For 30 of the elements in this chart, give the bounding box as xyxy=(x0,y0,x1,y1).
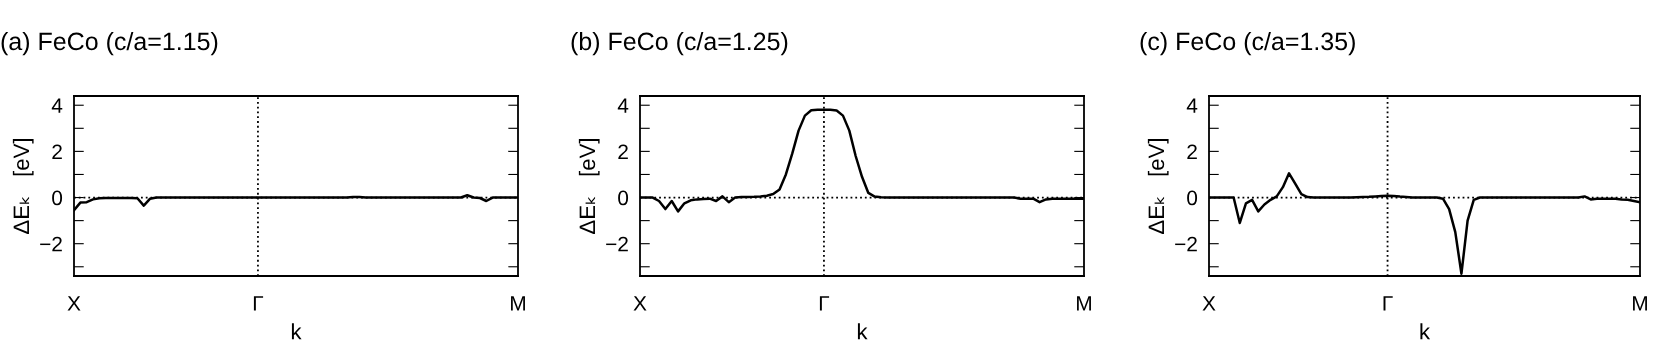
y-tick-label: 4 xyxy=(1186,98,1198,113)
chart-title: (c) FeCo (c/a=1.35) xyxy=(1140,31,1355,56)
y-tick-label: 2 xyxy=(618,144,628,159)
y-tick-label: 0 xyxy=(52,190,63,206)
chart-title: (a) FeCo (c/a=1.15) xyxy=(1,31,218,56)
x-tick-label: M xyxy=(1077,296,1091,311)
y-tick-label: 0 xyxy=(618,190,629,206)
y-tick-label: 4 xyxy=(51,98,63,113)
x-axis-title: k xyxy=(291,323,302,340)
x-tick-label: X xyxy=(633,296,647,311)
y-tick-label: −2 xyxy=(606,236,628,252)
y-tick-label: 0 xyxy=(1187,190,1198,206)
y-tick-label: −2 xyxy=(40,236,62,252)
y-axis-title: ΔEₖ [eV] xyxy=(578,138,600,234)
x-tick-label: M xyxy=(1633,296,1647,311)
x-axis-title: k xyxy=(1420,323,1431,340)
x-tick-label: Γ xyxy=(253,296,264,311)
y-axis-title: ΔEₖ [eV] xyxy=(1147,138,1169,234)
x-tick-label: X xyxy=(1202,296,1216,311)
y-tick-label: 2 xyxy=(1187,144,1197,159)
x-tick-label: M xyxy=(511,296,525,311)
y-axis-title: ΔEₖ [eV] xyxy=(12,138,34,234)
x-tick-label: X xyxy=(67,296,81,311)
x-axis-title: k xyxy=(857,323,868,340)
x-tick-label: Γ xyxy=(1383,296,1393,311)
y-tick-label: 2 xyxy=(52,144,62,159)
x-tick-label: Γ xyxy=(819,296,830,311)
chart-title: (b) FeCo (c/a=1.25) xyxy=(571,31,788,56)
y-tick-label: 4 xyxy=(617,98,629,113)
y-tick-label: −2 xyxy=(1175,236,1197,252)
